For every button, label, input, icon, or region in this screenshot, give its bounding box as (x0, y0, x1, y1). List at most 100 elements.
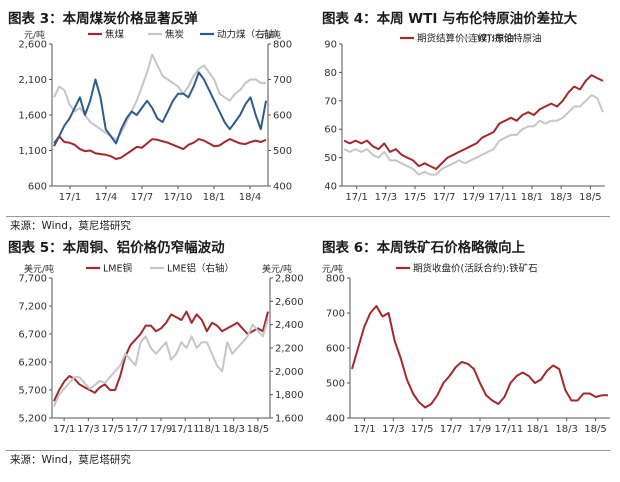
y-tick-label-left: 50 (324, 153, 337, 164)
y-tick-label-left: 500 (326, 379, 345, 390)
x-tick-label: 17/5 (404, 192, 426, 203)
y-tick-label-left: 80 (324, 68, 337, 79)
legend-label: 期货结算价(连续):布伦特原油 (417, 33, 542, 45)
x-tick-label: 17/10 (164, 192, 193, 203)
y-tick-label-left: 2,600 (18, 40, 47, 51)
x-tick-label: 17/1 (53, 424, 75, 435)
x-tick-label: 17/9 (462, 192, 484, 203)
x-tick-label: 17/11 (171, 424, 200, 435)
y-tick-label-right: 700 (273, 75, 292, 86)
y-tick-label-left: 1,600 (18, 111, 47, 122)
series-line-2 (53, 318, 269, 407)
source-note-top: 来源：Wind，莫尼塔研究 (10, 220, 131, 232)
x-tick-label: 18/4 (239, 192, 261, 203)
x-tick-label: 17/7 (440, 424, 462, 435)
y-tick-label-right: 2,200 (275, 344, 304, 355)
x-tick-label: 18/1 (203, 192, 225, 203)
y-tick-label-left: 40 (324, 182, 337, 193)
x-tick-label: 17/7 (433, 192, 455, 203)
legend-label: LME铝（右轴） (167, 263, 234, 275)
x-tick-label: 17/5 (411, 424, 433, 435)
x-tick-label: 17/1 (353, 424, 375, 435)
chart-figure-3: 2,600 2,100 1,600 1,100 600 800 700 600 500 400 元/… (18, 29, 292, 204)
series-line-1 (351, 305, 608, 409)
y-tick-label-left: 1,100 (18, 146, 47, 157)
y-tick-label-right: 400 (273, 182, 292, 193)
y-tick-label-left: 6,200 (18, 358, 47, 369)
y-tick-label-right: 1,800 (275, 390, 304, 401)
series-line-1 (53, 310, 269, 402)
x-tick-label: 18/3 (222, 424, 244, 435)
y-unit-left: 元/吨 (24, 29, 45, 41)
y-tick-label-left: 5,200 (18, 414, 47, 425)
x-tick-label: 18/1 (527, 424, 549, 435)
source-note-bottom: 来源：Wind，莫尼塔研究 (10, 454, 131, 466)
legend-label: LME铜 (103, 263, 132, 275)
y-tick-label-left: 800 (326, 274, 345, 285)
legend-label: 期货收盘价(活跃合约):铁矿石 (413, 263, 538, 275)
y-tick-label-left: 700 (326, 309, 345, 320)
figure-4-title: 图表 4：本周 WTI 与布伦特原油价差拉大 (322, 11, 578, 27)
x-tick-label: 17/7 (131, 192, 153, 203)
y-tick-label-right: 2,000 (275, 367, 304, 378)
legend-label: WTI原油 (477, 33, 514, 45)
y-unit-left: 美元/吨 (24, 263, 54, 275)
y-tick-label-right: 2,800 (275, 274, 304, 285)
chart-figure-6: 800 700 600 500 400 元/吨 17/1 17/3 17/5 17/7 17/9 17… (322, 263, 610, 435)
figure-3-title: 图表 3：本周煤炭价格显著反弹 (8, 11, 198, 27)
y-tick-label-right: 800 (273, 40, 292, 51)
x-tick-label: 17/3 (77, 424, 99, 435)
y-tick-label-left: 5,700 (18, 386, 47, 397)
y-tick-label-left: 60 (324, 125, 337, 136)
figure-5-title: 图表 5：本周铜、铝价格仍窄幅波动 (8, 240, 225, 256)
series-line-2 (53, 53, 266, 141)
y-tick-label-left: 7,200 (18, 302, 47, 313)
y-tick-label-left: 600 (326, 344, 345, 355)
x-tick-label: 17/4 (95, 192, 117, 203)
x-tick-label: 18/1 (198, 424, 220, 435)
x-tick-label: 17/3 (375, 192, 397, 203)
y-tick-label-right: 2,400 (275, 320, 304, 331)
x-tick-label: 18/1 (521, 192, 543, 203)
figure-6-title: 图表 6：本周铁矿石价格略微向上 (322, 240, 526, 256)
y-tick-label-left: 7,700 (18, 274, 47, 285)
x-tick-label: 17/3 (382, 424, 404, 435)
y-tick-label-left: 6,700 (18, 330, 47, 341)
x-tick-label: 17/11 (488, 192, 517, 203)
x-tick-label: 18/3 (555, 424, 577, 435)
y-tick-label-left: 600 (28, 182, 47, 193)
series-line-1 (343, 74, 604, 170)
x-tick-label: 17/7 (126, 424, 148, 435)
series-line-1 (53, 135, 267, 160)
divider-top (6, 216, 610, 217)
legend-label: 焦煤 (105, 29, 125, 41)
x-tick-label: 17/5 (101, 424, 123, 435)
divider-bottom (6, 450, 610, 451)
x-tick-label: 17/9 (469, 424, 491, 435)
legend-label: 焦炭 (165, 29, 185, 41)
series-line-2 (343, 94, 604, 176)
y-unit-left: 元/吨 (322, 263, 343, 275)
x-tick-label: 18/5 (579, 192, 601, 203)
y-tick-label-left: 2,100 (18, 75, 47, 86)
y-unit-right: 美元/吨 (262, 263, 292, 275)
x-tick-label: 17/11 (494, 424, 523, 435)
legend-label: 动力煤（右轴） (217, 29, 284, 41)
x-tick-label: 18/5 (247, 424, 269, 435)
y-unit-right: 元/吨 (260, 29, 281, 41)
chart-figure-5: 7,700 7,200 6,700 6,200 5,700 5,200 2,800 2,600… (18, 263, 304, 436)
x-tick-label: 17/1 (345, 192, 367, 203)
y-tick-label-right: 2,600 (275, 297, 304, 308)
y-tick-label-left: 400 (326, 414, 345, 425)
y-tick-label-left: 70 (324, 96, 337, 107)
x-tick-label: 18/5 (584, 424, 606, 435)
chart-figure-4: 90 80 70 60 50 40 17/1 17/3 17/5 17/7 17/9 17/11 18/… (324, 33, 605, 203)
y-tick-label-right: 600 (273, 111, 292, 122)
y-tick-label-left: 90 (324, 40, 337, 51)
x-tick-label: 18/3 (550, 192, 572, 203)
series-line-3 (53, 71, 267, 145)
x-tick-label: 17/9 (150, 424, 172, 435)
y-tick-label-right: 1,600 (275, 414, 304, 425)
x-tick-label: 17/1 (59, 192, 81, 203)
y-tick-label-right: 500 (273, 146, 292, 157)
